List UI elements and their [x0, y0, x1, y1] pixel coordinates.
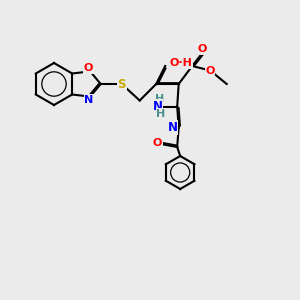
Text: O: O [198, 44, 207, 55]
Text: S: S [117, 77, 126, 91]
Text: O: O [153, 137, 162, 148]
Text: N: N [168, 121, 178, 134]
Text: O·H: O·H [170, 58, 193, 68]
Text: O: O [206, 65, 215, 76]
Text: N: N [153, 100, 163, 113]
Text: O: O [84, 63, 93, 74]
Text: H: H [154, 94, 164, 104]
Text: N: N [84, 94, 93, 105]
Text: H: H [156, 109, 165, 119]
